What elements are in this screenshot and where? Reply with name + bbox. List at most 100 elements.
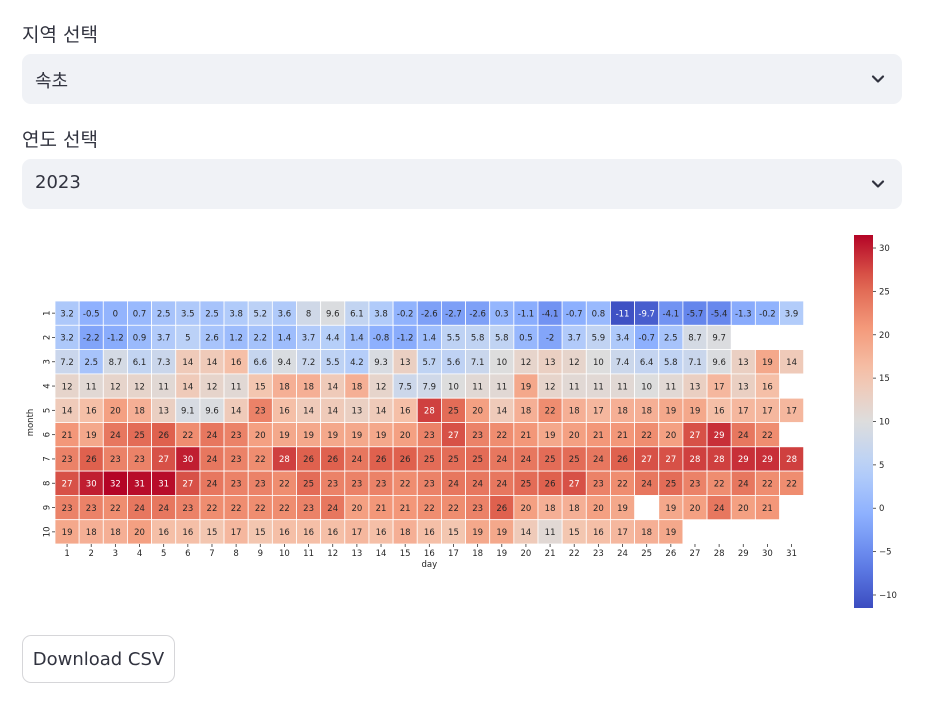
cell-value-label: 21 [521, 431, 532, 441]
cell-value-label: 24 [496, 479, 507, 489]
cell-value-label: 2.2 [254, 334, 268, 344]
heatmap-cell [489, 349, 515, 375]
cell-value-label: 0.3 [495, 309, 509, 319]
cell-value-label: 22 [231, 504, 242, 514]
heatmap-cell [320, 300, 346, 326]
heatmap-cell [754, 494, 780, 521]
heatmap-cell [296, 397, 322, 423]
heatmap-cell [199, 349, 225, 375]
heatmap-cell [151, 349, 177, 375]
cell-value-label: 18 [641, 528, 652, 538]
cell-value-label: 23 [231, 455, 242, 465]
heatmap-cell [175, 300, 201, 326]
cell-value-label: 27 [569, 479, 580, 489]
heatmap-cell [78, 349, 104, 375]
cell-value-label: 23 [110, 455, 121, 465]
cell-value-label: -1.2 [107, 334, 124, 344]
heatmap-cell [392, 446, 418, 472]
cell-value-label: 11 [593, 382, 604, 392]
heatmap-cell [416, 324, 442, 351]
cell-value-label: 14 [207, 358, 218, 368]
heatmap-cell [730, 494, 756, 521]
heatmap-cell [392, 470, 418, 496]
year-select[interactable]: 2023 [22, 159, 902, 209]
cell-value-label: 19 [351, 431, 362, 441]
cell-value-label: 18 [303, 382, 314, 392]
heatmap-cell [344, 494, 370, 521]
cell-value-label: 5.2 [254, 309, 268, 319]
cell-value-label: 23 [327, 479, 338, 489]
heatmap-cell [344, 373, 370, 399]
cell-value-label: 5.5 [447, 334, 461, 344]
cell-value-label: 16 [424, 528, 435, 538]
x-tick-label: 21 [545, 549, 556, 559]
cell-value-label: 28 [714, 455, 725, 465]
heatmap-cell [682, 397, 708, 423]
heatmap-cell [730, 349, 756, 375]
heatmap-cell [271, 300, 297, 326]
cell-value-label: 11 [158, 382, 169, 392]
cell-value-label: 14 [182, 358, 193, 368]
x-tick-label: 31 [786, 549, 797, 559]
cell-value-label: 7.1 [688, 358, 702, 368]
heatmap-cell [706, 349, 732, 375]
cell-value-label: 10 [448, 382, 459, 392]
cell-value-label: 12 [569, 358, 580, 368]
cell-value-label: 11 [665, 382, 676, 392]
heatmap-cell [199, 470, 225, 496]
heatmap-cell [175, 324, 201, 351]
heatmap-cell [440, 324, 466, 351]
heatmap-cell [199, 373, 225, 399]
heatmap-cell [465, 324, 491, 351]
cell-value-label: 26 [400, 455, 411, 465]
heatmap-cell [754, 373, 780, 399]
heatmap-cell [489, 519, 515, 545]
y-tick-label: 6 [43, 432, 53, 437]
cell-value-label: 11 [569, 382, 580, 392]
cell-value-label: 7.2 [60, 358, 74, 368]
cell-value-label: 26 [158, 431, 169, 441]
cell-value-label: 16 [303, 528, 314, 538]
cell-value-label: 29 [714, 431, 725, 441]
cell-value-label: 10 [496, 358, 507, 368]
cell-value-label: 22 [545, 407, 556, 417]
heatmap-cell [368, 446, 394, 472]
cell-value-label: 17 [786, 407, 797, 417]
cell-value-label: 12 [545, 382, 556, 392]
cell-value-label: 26 [327, 455, 338, 465]
x-tick-label: 12 [327, 549, 338, 559]
heatmap-cell [223, 397, 249, 423]
cell-value-label: -9.7 [638, 309, 655, 319]
cell-value-label: 22 [617, 479, 628, 489]
cell-value-label: 23 [182, 504, 193, 514]
x-tick-label: 2 [89, 549, 94, 559]
heatmap-cell [634, 397, 660, 423]
cell-value-label: 11 [496, 382, 507, 392]
heatmap-cell [489, 397, 515, 423]
cell-value-label: 20 [521, 504, 532, 514]
heatmap-cell [513, 373, 539, 399]
cell-value-label: 22 [448, 504, 459, 514]
cell-value-label: 25 [665, 479, 676, 489]
cell-value-label: 13 [400, 358, 411, 368]
cell-value-label: 22 [400, 479, 411, 489]
cell-value-label: 9.3 [374, 358, 388, 368]
heatmap-cell [658, 349, 684, 375]
cell-value-label: 11 [231, 382, 242, 392]
heatmap-cell [585, 470, 611, 496]
cell-value-label: 25 [472, 455, 483, 465]
heatmap-cell [706, 494, 732, 521]
cell-value-label: 9.6 [326, 309, 340, 319]
heatmap-cell [585, 494, 611, 521]
cell-value-label: 10 [593, 358, 604, 368]
download-csv-button[interactable]: Download CSV [22, 635, 175, 683]
cell-value-label: 22 [255, 455, 266, 465]
region-select[interactable]: 속초 [22, 54, 902, 104]
heatmap-cell [151, 373, 177, 399]
cell-value-label: 14 [376, 407, 387, 417]
heatmap-cell [416, 446, 442, 472]
cell-value-label: 21 [400, 504, 411, 514]
cell-value-label: 23 [593, 479, 604, 489]
colorbar-tick-label: 5 [879, 461, 884, 471]
cell-value-label: 9.6 [712, 358, 726, 368]
